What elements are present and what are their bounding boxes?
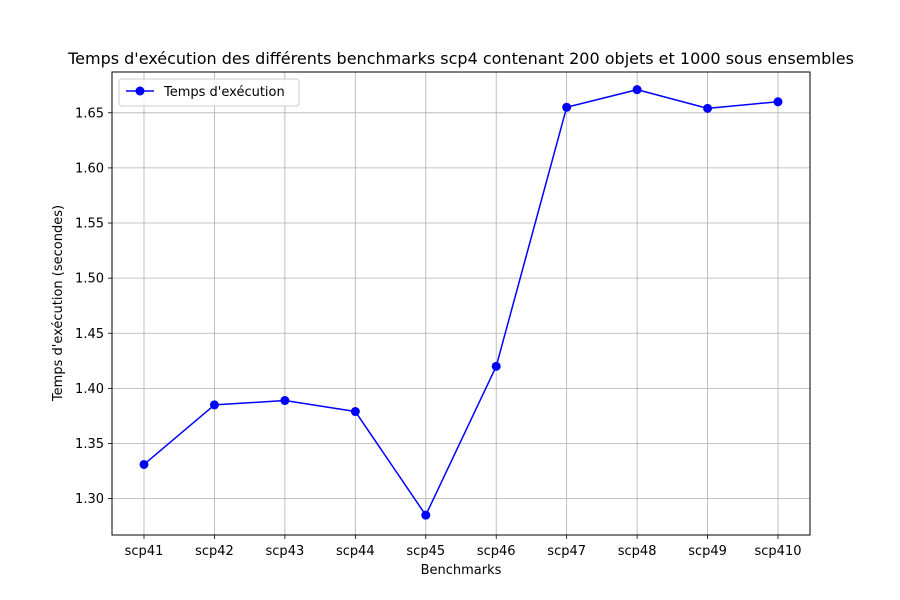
y-tick-label: 1.30 (75, 492, 104, 507)
y-tick-label: 1.40 (75, 382, 104, 397)
x-axis: scp41 scp42 scp43 scp44 scp45 scp46 scp47 scp48… (125, 535, 802, 559)
data-point-scp42 (209, 400, 219, 410)
x-tick-label: scp47 (547, 544, 586, 559)
x-axis-label: Benchmarks (421, 563, 502, 578)
x-tick-label: scp41 (125, 544, 164, 559)
chart-title: Temps d'exécution des différents benchma… (67, 49, 854, 68)
x-tick-label: scp48 (618, 544, 657, 559)
y-tick-label: 1.65 (75, 106, 104, 121)
data-point-scp43 (280, 396, 290, 406)
x-tick-label: scp46 (477, 544, 516, 559)
y-tick-label: 1.45 (75, 327, 104, 342)
data-point-scp45 (421, 510, 431, 520)
data-point-scp47 (562, 102, 572, 112)
x-tick-label: scp44 (336, 544, 375, 559)
series-line (143, 88, 779, 516)
grid (112, 72, 810, 535)
y-axis: 1.30 1.35 1.40 1.45 1.50 1.55 1.60 1.65 (75, 106, 112, 507)
plot-area-frame (111, 71, 811, 536)
y-tick-label: 1.55 (75, 217, 104, 232)
data-point-scp48 (632, 85, 642, 95)
legend-entry-label: Temps d'exécution (163, 85, 285, 100)
data-point-scp49 (703, 103, 713, 113)
series-layer (139, 85, 783, 520)
x-tick-label: scp49 (688, 544, 727, 559)
x-tick-label: scp43 (266, 544, 305, 559)
legend: Temps d'exécution (118, 78, 300, 107)
data-point-scp410 (773, 97, 783, 107)
x-tick-label: scp45 (406, 544, 445, 559)
y-tick-label: 1.60 (75, 161, 104, 176)
legend-box (118, 78, 300, 107)
y-tick-label: 1.50 (75, 272, 104, 287)
legend-marker-swatch (135, 86, 145, 96)
y-tick-label: 1.35 (75, 437, 104, 452)
data-point-scp41 (139, 459, 149, 469)
x-tick-label: scp42 (195, 544, 234, 559)
x-tick-label: scp410 (755, 544, 802, 559)
data-point-scp44 (350, 407, 360, 417)
data-point-scp46 (491, 361, 501, 371)
y-axis-label: Temps d'exécution (secondes) (51, 205, 66, 402)
